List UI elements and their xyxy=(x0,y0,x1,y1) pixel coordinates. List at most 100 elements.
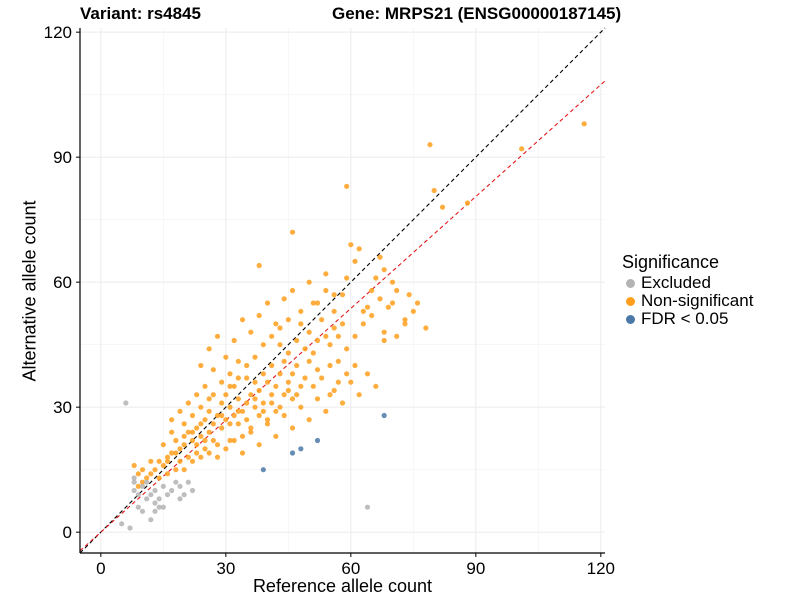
point-non-significant xyxy=(294,337,300,344)
legend-label-fdr: FDR < 0.05 xyxy=(641,309,729,328)
point-non-significant xyxy=(273,433,279,439)
point-non-significant xyxy=(339,321,346,327)
point-non-significant xyxy=(244,400,250,406)
point-non-significant xyxy=(260,342,266,348)
point-non-significant xyxy=(169,450,175,456)
point-non-significant xyxy=(364,371,371,377)
point-non-significant xyxy=(306,417,312,423)
point-non-significant xyxy=(239,433,246,439)
point-non-significant xyxy=(335,358,341,364)
point-non-significant xyxy=(344,346,350,352)
point-non-significant xyxy=(135,483,141,489)
point-non-significant xyxy=(260,371,266,377)
point-non-significant xyxy=(223,446,229,452)
point-non-significant xyxy=(327,362,333,369)
point-non-significant xyxy=(173,450,179,456)
point-non-significant xyxy=(231,337,237,344)
point-non-significant xyxy=(206,396,212,402)
point-non-significant xyxy=(252,404,258,410)
point-non-significant xyxy=(252,396,258,402)
point-non-significant xyxy=(194,450,200,456)
point-non-significant xyxy=(273,408,279,414)
point-non-significant xyxy=(277,325,283,331)
point-non-significant xyxy=(235,396,241,402)
point-non-significant xyxy=(235,421,241,427)
point-non-significant xyxy=(427,142,433,148)
point-non-significant xyxy=(269,362,275,369)
point-non-significant xyxy=(206,408,212,414)
point-non-significant xyxy=(360,308,366,314)
point-non-significant xyxy=(210,367,216,373)
point-non-significant xyxy=(256,262,262,269)
point-non-significant xyxy=(256,312,262,319)
legend-label-excluded: Excluded xyxy=(641,273,711,292)
point-non-significant xyxy=(264,421,271,427)
point-non-significant xyxy=(152,467,158,473)
x-tick-label: 120 xyxy=(587,559,615,578)
point-non-significant xyxy=(306,329,312,335)
point-non-significant xyxy=(256,387,262,394)
legend-label-non-significant: Non-significant xyxy=(641,291,754,310)
point-non-significant xyxy=(164,458,171,464)
point-non-significant xyxy=(339,400,346,406)
point-non-significant xyxy=(439,204,446,210)
point-non-significant xyxy=(177,458,183,464)
point-non-significant xyxy=(327,392,333,398)
point-non-significant xyxy=(264,300,271,306)
point-non-significant xyxy=(310,383,316,389)
point-non-significant xyxy=(223,417,229,423)
point-non-significant xyxy=(273,383,279,389)
point-non-significant xyxy=(231,437,237,444)
point-non-significant xyxy=(227,421,233,427)
point-non-significant xyxy=(185,454,191,460)
point-non-significant xyxy=(323,408,329,414)
point-non-significant xyxy=(189,458,196,464)
point-non-significant xyxy=(164,454,171,460)
point-non-significant xyxy=(364,304,371,310)
point-non-significant xyxy=(248,392,254,398)
point-non-significant xyxy=(160,462,166,469)
point-non-significant xyxy=(581,121,587,127)
point-non-significant xyxy=(181,421,187,427)
point-excluded xyxy=(148,517,154,523)
point-non-significant xyxy=(281,392,287,398)
point-non-significant xyxy=(314,337,321,344)
point-excluded xyxy=(164,492,171,498)
point-non-significant xyxy=(335,333,341,339)
point-non-significant xyxy=(256,412,262,419)
point-non-significant xyxy=(185,429,191,435)
point-non-significant xyxy=(219,379,225,385)
point-non-significant xyxy=(281,358,287,364)
point-non-significant xyxy=(360,321,366,327)
point-non-significant xyxy=(169,429,175,435)
point-excluded xyxy=(148,492,154,498)
point-non-significant xyxy=(181,467,187,473)
variant-title: Variant: rs4845 xyxy=(80,4,201,23)
point-excluded xyxy=(119,521,125,527)
point-non-significant xyxy=(202,446,208,452)
point-non-significant xyxy=(314,367,321,373)
point-non-significant xyxy=(331,308,337,314)
point-non-significant xyxy=(202,437,208,444)
point-non-significant xyxy=(264,379,271,385)
point-non-significant xyxy=(410,308,416,314)
x-tick-label: 30 xyxy=(216,559,235,578)
legend: Significance Excluded Non-significant FD… xyxy=(622,252,753,328)
point-non-significant xyxy=(248,429,254,435)
point-non-significant xyxy=(339,292,346,298)
point-non-significant xyxy=(373,383,379,389)
point-excluded xyxy=(135,492,141,498)
point-non-significant xyxy=(402,321,408,327)
point-non-significant xyxy=(210,392,216,398)
point-non-significant xyxy=(348,242,354,248)
point-non-significant xyxy=(310,350,316,356)
x-tick-label: 0 xyxy=(96,559,105,578)
point-non-significant xyxy=(423,325,429,331)
point-non-significant xyxy=(231,412,237,419)
point-excluded xyxy=(135,504,141,510)
point-non-significant xyxy=(285,350,291,356)
point-non-significant xyxy=(252,379,258,385)
point-non-significant xyxy=(202,383,208,389)
point-non-significant xyxy=(198,404,204,410)
point-excluded xyxy=(127,525,133,531)
